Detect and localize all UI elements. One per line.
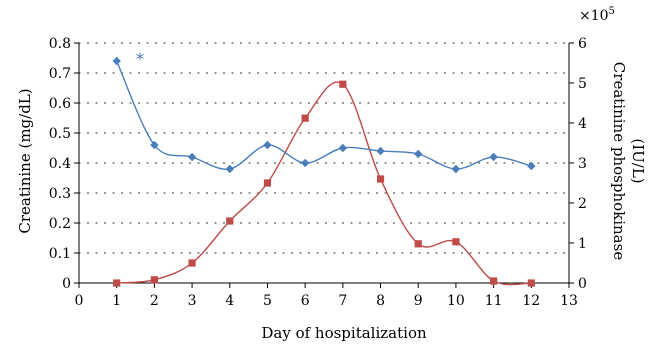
x-axis-ticks: 0 1 2 3 4 5 6 7 8 9 10 11 12 13 bbox=[75, 283, 578, 309]
x-tick-label: 4 bbox=[225, 293, 234, 309]
right-axis-ticks: 0 1 2 3 4 5 6 bbox=[569, 36, 587, 292]
cpk-point bbox=[527, 279, 535, 287]
creatinine-point bbox=[338, 143, 348, 153]
left-tick-label: 0.4 bbox=[49, 156, 71, 172]
left-axis-title: Creatinine (mg/dL) bbox=[16, 88, 34, 233]
multiplier-base: ×10 bbox=[579, 8, 609, 24]
right-axis-title-line2: (IU/L) bbox=[629, 138, 647, 183]
cpk-point bbox=[414, 240, 422, 248]
grid-lines bbox=[78, 42, 570, 254]
cpk-point bbox=[226, 217, 234, 225]
x-tick-label: 8 bbox=[376, 293, 385, 309]
cpk-point bbox=[188, 259, 196, 267]
x-tick-label: 10 bbox=[447, 293, 465, 309]
x-tick-label: 3 bbox=[188, 293, 197, 309]
x-tick-label: 6 bbox=[301, 293, 310, 309]
creatinine-point bbox=[489, 152, 498, 162]
left-tick-label: 0.1 bbox=[49, 246, 71, 262]
x-tick-label: 11 bbox=[485, 293, 503, 309]
right-axis-title-line1: Creatinine phosphokinase bbox=[610, 62, 628, 261]
right-tick-label: 1 bbox=[578, 236, 587, 252]
left-tick-label: 0 bbox=[62, 276, 71, 292]
cpk-point bbox=[490, 277, 498, 285]
x-tick-label: 9 bbox=[414, 293, 423, 309]
creatinine-point bbox=[414, 149, 423, 159]
multiplier-exponent: 5 bbox=[609, 6, 615, 17]
left-tick-label: 0.5 bbox=[49, 126, 71, 142]
creatinine-point bbox=[376, 146, 385, 156]
significance-asterisk: * bbox=[136, 50, 145, 70]
right-axis-multiplier: ×105 bbox=[579, 6, 615, 24]
right-tick-label: 6 bbox=[578, 36, 587, 52]
left-tick-label: 0.6 bbox=[49, 96, 71, 112]
x-tick-label: 2 bbox=[150, 293, 159, 309]
creatinine-point bbox=[112, 56, 121, 66]
left-tick-label: 0.7 bbox=[49, 66, 71, 82]
left-tick-label: 0.3 bbox=[49, 186, 71, 202]
cpk-point bbox=[376, 175, 385, 183]
x-tick-label: 1 bbox=[112, 293, 121, 309]
cpk-point bbox=[150, 276, 158, 284]
right-tick-label: 5 bbox=[578, 76, 587, 92]
creatinine-point bbox=[150, 140, 159, 150]
cpk-point bbox=[339, 80, 347, 88]
left-axis-ticks: 0 0.1 0.2 0.3 0.4 0.5 0.6 0.7 0.8 bbox=[49, 36, 79, 292]
creatinine-line bbox=[116, 60, 532, 170]
right-tick-label: 4 bbox=[578, 116, 587, 132]
left-tick-label: 0.2 bbox=[49, 216, 71, 232]
creatinine-point bbox=[263, 140, 272, 150]
x-tick-label: 7 bbox=[338, 293, 347, 309]
cpk-point bbox=[301, 114, 309, 122]
right-tick-label: 2 bbox=[578, 196, 587, 212]
creatinine-point bbox=[187, 152, 197, 162]
x-tick-label: 12 bbox=[522, 293, 540, 309]
right-tick-label: 3 bbox=[578, 156, 587, 172]
creatinine-point bbox=[225, 164, 234, 174]
x-tick-label: 5 bbox=[263, 293, 272, 309]
cpk-point bbox=[263, 179, 272, 187]
x-tick-label: 0 bbox=[75, 293, 84, 309]
left-tick-label: 0.8 bbox=[49, 36, 71, 52]
cpk-point bbox=[113, 279, 121, 287]
x-tick-label: 13 bbox=[560, 293, 578, 309]
cpk-line bbox=[116, 81, 532, 286]
right-tick-label: 0 bbox=[578, 276, 587, 292]
series-layer bbox=[112, 56, 536, 287]
creatinine-point bbox=[451, 164, 461, 174]
cpk-point bbox=[452, 238, 460, 246]
x-axis-title: Day of hospitalization bbox=[261, 324, 427, 342]
creatinine-point bbox=[527, 161, 536, 171]
creatinine-point bbox=[300, 158, 310, 168]
